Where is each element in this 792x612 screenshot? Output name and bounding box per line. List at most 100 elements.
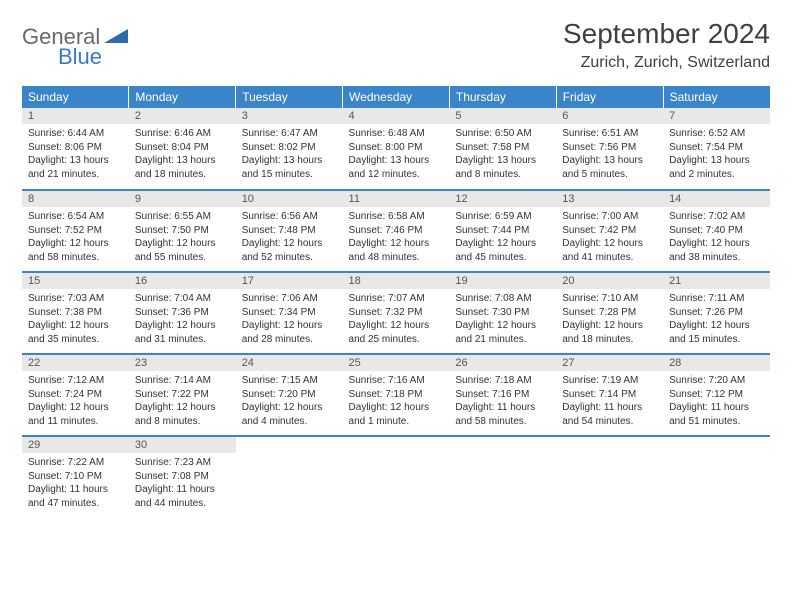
sunset-text: Sunset: 7:20 PM <box>242 388 337 402</box>
day-number: 4 <box>343 108 450 124</box>
sunrise-text: Sunrise: 7:15 AM <box>242 374 337 388</box>
calendar-day-cell: 2Sunrise: 6:46 AMSunset: 8:04 PMDaylight… <box>129 108 236 190</box>
daylight-text: Daylight: 13 hours and 2 minutes. <box>669 154 764 181</box>
daylight-text: Daylight: 13 hours and 5 minutes. <box>562 154 657 181</box>
day-content: Sunrise: 6:48 AMSunset: 8:00 PMDaylight:… <box>343 124 450 185</box>
calendar-day-cell: 30Sunrise: 7:23 AMSunset: 7:08 PMDayligh… <box>129 436 236 518</box>
day-content: Sunrise: 7:10 AMSunset: 7:28 PMDaylight:… <box>556 289 663 350</box>
day-content: Sunrise: 7:00 AMSunset: 7:42 PMDaylight:… <box>556 207 663 268</box>
sunrise-text: Sunrise: 7:14 AM <box>135 374 230 388</box>
sunset-text: Sunset: 7:46 PM <box>349 224 444 238</box>
day-number: 6 <box>556 108 663 124</box>
calendar-day-cell: 5Sunrise: 6:50 AMSunset: 7:58 PMDaylight… <box>449 108 556 190</box>
calendar-empty-cell <box>343 436 450 518</box>
calendar-day-cell: 20Sunrise: 7:10 AMSunset: 7:28 PMDayligh… <box>556 272 663 354</box>
daylight-text: Daylight: 12 hours and 45 minutes. <box>455 237 550 264</box>
weekday-header: Wednesday <box>343 86 450 108</box>
calendar-day-cell: 15Sunrise: 7:03 AMSunset: 7:38 PMDayligh… <box>22 272 129 354</box>
calendar-day-cell: 9Sunrise: 6:55 AMSunset: 7:50 PMDaylight… <box>129 190 236 272</box>
sunrise-text: Sunrise: 7:10 AM <box>562 292 657 306</box>
sunset-text: Sunset: 7:26 PM <box>669 306 764 320</box>
sunrise-text: Sunrise: 7:00 AM <box>562 210 657 224</box>
calendar-week-row: 29Sunrise: 7:22 AMSunset: 7:10 PMDayligh… <box>22 436 770 518</box>
sunrise-text: Sunrise: 7:20 AM <box>669 374 764 388</box>
calendar-week-row: 8Sunrise: 6:54 AMSunset: 7:52 PMDaylight… <box>22 190 770 272</box>
daylight-text: Daylight: 12 hours and 15 minutes. <box>669 319 764 346</box>
sunset-text: Sunset: 7:52 PM <box>28 224 123 238</box>
day-number: 18 <box>343 273 450 289</box>
calendar-day-cell: 1Sunrise: 6:44 AMSunset: 8:06 PMDaylight… <box>22 108 129 190</box>
calendar-day-cell: 16Sunrise: 7:04 AMSunset: 7:36 PMDayligh… <box>129 272 236 354</box>
day-content: Sunrise: 6:54 AMSunset: 7:52 PMDaylight:… <box>22 207 129 268</box>
daylight-text: Daylight: 12 hours and 58 minutes. <box>28 237 123 264</box>
sunset-text: Sunset: 7:58 PM <box>455 141 550 155</box>
month-title: September 2024 <box>563 18 770 50</box>
calendar-day-cell: 13Sunrise: 7:00 AMSunset: 7:42 PMDayligh… <box>556 190 663 272</box>
day-content: Sunrise: 7:04 AMSunset: 7:36 PMDaylight:… <box>129 289 236 350</box>
sunrise-text: Sunrise: 6:51 AM <box>562 127 657 141</box>
daylight-text: Daylight: 12 hours and 11 minutes. <box>28 401 123 428</box>
sunset-text: Sunset: 8:00 PM <box>349 141 444 155</box>
day-content: Sunrise: 7:23 AMSunset: 7:08 PMDaylight:… <box>129 453 236 514</box>
day-content: Sunrise: 7:22 AMSunset: 7:10 PMDaylight:… <box>22 453 129 514</box>
sunset-text: Sunset: 7:48 PM <box>242 224 337 238</box>
day-number: 13 <box>556 191 663 207</box>
calendar-day-cell: 21Sunrise: 7:11 AMSunset: 7:26 PMDayligh… <box>663 272 770 354</box>
sunrise-text: Sunrise: 6:48 AM <box>349 127 444 141</box>
day-number: 29 <box>22 437 129 453</box>
sunset-text: Sunset: 7:14 PM <box>562 388 657 402</box>
day-content: Sunrise: 6:50 AMSunset: 7:58 PMDaylight:… <box>449 124 556 185</box>
day-content: Sunrise: 6:58 AMSunset: 7:46 PMDaylight:… <box>343 207 450 268</box>
daylight-text: Daylight: 13 hours and 15 minutes. <box>242 154 337 181</box>
sunrise-text: Sunrise: 7:08 AM <box>455 292 550 306</box>
calendar-day-cell: 8Sunrise: 6:54 AMSunset: 7:52 PMDaylight… <box>22 190 129 272</box>
day-content: Sunrise: 6:56 AMSunset: 7:48 PMDaylight:… <box>236 207 343 268</box>
sunrise-text: Sunrise: 6:50 AM <box>455 127 550 141</box>
calendar-day-cell: 10Sunrise: 6:56 AMSunset: 7:48 PMDayligh… <box>236 190 343 272</box>
day-content: Sunrise: 7:19 AMSunset: 7:14 PMDaylight:… <box>556 371 663 432</box>
calendar-day-cell: 3Sunrise: 6:47 AMSunset: 8:02 PMDaylight… <box>236 108 343 190</box>
day-content: Sunrise: 7:02 AMSunset: 7:40 PMDaylight:… <box>663 207 770 268</box>
sunset-text: Sunset: 7:24 PM <box>28 388 123 402</box>
day-number: 16 <box>129 273 236 289</box>
day-number: 15 <box>22 273 129 289</box>
calendar-day-cell: 6Sunrise: 6:51 AMSunset: 7:56 PMDaylight… <box>556 108 663 190</box>
sunset-text: Sunset: 7:22 PM <box>135 388 230 402</box>
sunrise-text: Sunrise: 7:19 AM <box>562 374 657 388</box>
weekday-header: Friday <box>556 86 663 108</box>
day-number: 23 <box>129 355 236 371</box>
day-content: Sunrise: 6:47 AMSunset: 8:02 PMDaylight:… <box>236 124 343 185</box>
weekday-header: Thursday <box>449 86 556 108</box>
calendar-day-cell: 26Sunrise: 7:18 AMSunset: 7:16 PMDayligh… <box>449 354 556 436</box>
sunrise-text: Sunrise: 6:44 AM <box>28 127 123 141</box>
day-content: Sunrise: 7:16 AMSunset: 7:18 PMDaylight:… <box>343 371 450 432</box>
sunrise-text: Sunrise: 6:59 AM <box>455 210 550 224</box>
sunrise-text: Sunrise: 7:07 AM <box>349 292 444 306</box>
day-number: 3 <box>236 108 343 124</box>
sunset-text: Sunset: 7:28 PM <box>562 306 657 320</box>
weekday-header: Saturday <box>663 86 770 108</box>
sunrise-text: Sunrise: 7:22 AM <box>28 456 123 470</box>
day-number: 1 <box>22 108 129 124</box>
calendar-week-row: 1Sunrise: 6:44 AMSunset: 8:06 PMDaylight… <box>22 108 770 190</box>
sunrise-text: Sunrise: 6:58 AM <box>349 210 444 224</box>
day-content: Sunrise: 7:12 AMSunset: 7:24 PMDaylight:… <box>22 371 129 432</box>
calendar-empty-cell <box>663 436 770 518</box>
sunrise-text: Sunrise: 7:12 AM <box>28 374 123 388</box>
day-number: 17 <box>236 273 343 289</box>
sunrise-text: Sunrise: 6:56 AM <box>242 210 337 224</box>
calendar-day-cell: 4Sunrise: 6:48 AMSunset: 8:00 PMDaylight… <box>343 108 450 190</box>
day-content: Sunrise: 6:52 AMSunset: 7:54 PMDaylight:… <box>663 124 770 185</box>
day-content: Sunrise: 6:59 AMSunset: 7:44 PMDaylight:… <box>449 207 556 268</box>
calendar-empty-cell <box>556 436 663 518</box>
sunset-text: Sunset: 7:38 PM <box>28 306 123 320</box>
daylight-text: Daylight: 13 hours and 12 minutes. <box>349 154 444 181</box>
sunrise-text: Sunrise: 7:06 AM <box>242 292 337 306</box>
location: Zurich, Zurich, Switzerland <box>563 54 770 72</box>
day-number: 7 <box>663 108 770 124</box>
calendar-day-cell: 18Sunrise: 7:07 AMSunset: 7:32 PMDayligh… <box>343 272 450 354</box>
calendar-body: 1Sunrise: 6:44 AMSunset: 8:06 PMDaylight… <box>22 108 770 518</box>
daylight-text: Daylight: 11 hours and 58 minutes. <box>455 401 550 428</box>
weekday-header: Monday <box>129 86 236 108</box>
daylight-text: Daylight: 12 hours and 38 minutes. <box>669 237 764 264</box>
